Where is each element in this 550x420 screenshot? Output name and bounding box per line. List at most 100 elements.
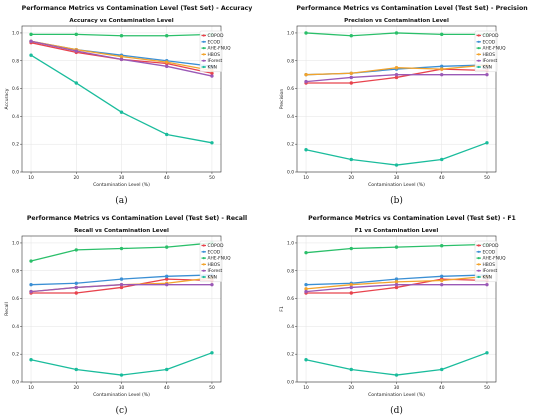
chart-title: Precision vs Contamination Level [344,18,449,24]
x-tick-label: 50 [484,175,490,181]
data-point-copod [349,291,353,295]
data-point-iforest [485,72,489,77]
y-axis-label: Accuracy [4,88,10,109]
data-point-ahe-fnuq [440,32,444,37]
data-point-hbos [119,54,124,59]
legend-marker-hbos [202,263,205,266]
legend-marker-hbos [477,263,480,266]
y-tick-label: 0.2 [12,142,19,148]
x-tick-label: 20 [73,175,79,181]
data-point-hbos [349,71,353,75]
data-point-iforest [165,64,169,69]
panel-f1: Performance Metrics vs Contamination Lev… [279,215,516,416]
legend-marker-iforest [477,59,480,62]
data-point-ahe-fnuq [165,245,169,249]
legend-box [474,240,498,282]
data-point-iforest [74,285,78,290]
legend-marker-ecod [477,40,480,43]
data-point-hbos [304,287,308,291]
data-point-hbos [394,66,399,70]
data-point-iforest [119,57,124,62]
y-tick-label: 0.4 [287,324,294,330]
data-point-copod [119,285,124,290]
data-point-knn [29,358,33,362]
data-point-knn [165,367,169,372]
data-point-ahe-fnuq [29,32,33,37]
y-tick-label: 0.0 [12,170,19,176]
legend-box [199,240,223,282]
y-tick-label: 1.0 [12,240,19,246]
legend-marker-ahe-fnuq [477,257,480,260]
chart-suptitle: Performance Metrics vs Contamination Lev… [308,215,516,222]
data-point-iforest [394,282,399,287]
data-point-iforest [165,282,169,287]
x-tick-label: 30 [119,385,125,391]
data-point-knn [349,367,353,372]
legend-marker-ecod [202,250,205,253]
legend-marker-hbos [202,53,205,56]
x-axis-label: Contamination Level (%) [368,182,425,188]
x-axis-label: Contamination Level (%) [93,392,150,398]
legend-label-copod: COPOD [483,243,500,249]
legend-label-knn: KNN [483,65,492,71]
y-tick-label: 0.6 [12,86,19,92]
data-point-ahe-fnuq [349,34,353,38]
chart-suptitle: Performance Metrics vs Contamination Lev… [296,5,527,12]
y-tick-label: 0.8 [287,268,294,274]
panel-caption: (a) [115,195,127,206]
data-point-copod [210,71,214,75]
data-point-knn [210,141,214,145]
legend-marker-ecod [477,250,480,253]
data-point-ecod [440,274,444,279]
x-tick-label: 10 [303,385,309,391]
chart-title: Recall vs Contamination Level [74,228,169,234]
y-tick-label: 0.0 [287,170,294,176]
data-point-hbos [349,282,353,287]
data-point-ecod [165,274,169,279]
y-axis-label: Precision [279,89,285,110]
data-point-iforest [304,79,308,84]
legend-label-hbos: HBOS [483,262,496,268]
x-tick-label: 20 [73,385,79,391]
y-tick-label: 0.6 [12,296,19,302]
data-point-copod [394,285,399,290]
legend-label-ecod: ECOD [208,249,221,255]
data-point-knn [165,132,169,137]
data-point-iforest [119,282,124,287]
legend-label-copod: COPOD [483,33,500,39]
y-tick-label: 0.8 [12,58,19,64]
data-point-knn [119,373,124,377]
data-point-iforest [485,282,489,287]
y-tick-label: 1.0 [12,30,19,36]
legend-marker-ahe-fnuq [202,257,205,260]
y-tick-label: 0.8 [287,58,294,64]
legend-label-ahe-fnuq: AHE-FNUQ [483,46,507,52]
data-point-knn [304,148,308,152]
panel-caption: (c) [115,405,127,416]
chart-title: Accuracy vs Contamination Level [69,18,173,24]
legend-marker-knn [477,65,480,69]
y-axis-label: F1 [279,306,285,312]
x-axis-label: Contamination Level (%) [93,182,150,188]
data-point-ahe-fnuq [74,248,78,252]
y-tick-label: 0.4 [12,114,19,120]
x-tick-label: 20 [348,175,354,181]
data-point-ahe-fnuq [119,34,124,38]
legend-label-ecod: ECOD [483,39,496,45]
y-tick-label: 0.0 [12,380,19,386]
x-tick-label: 30 [394,385,400,391]
data-point-iforest [349,285,353,290]
legend-label-ecod: ECOD [208,39,221,45]
y-tick-label: 0.4 [287,114,294,120]
data-point-knn [119,110,124,114]
y-axis-label: Recall [4,302,10,316]
y-tick-label: 0.8 [12,268,19,274]
legend-marker-copod [202,34,205,37]
data-point-ahe-fnuq [394,245,399,249]
data-point-iforest [210,74,214,78]
legend-label-knn: KNN [483,275,492,281]
data-point-ecod [29,282,33,287]
data-point-hbos [440,67,444,71]
data-point-ahe-fnuq [29,259,33,263]
data-point-knn [210,351,214,355]
